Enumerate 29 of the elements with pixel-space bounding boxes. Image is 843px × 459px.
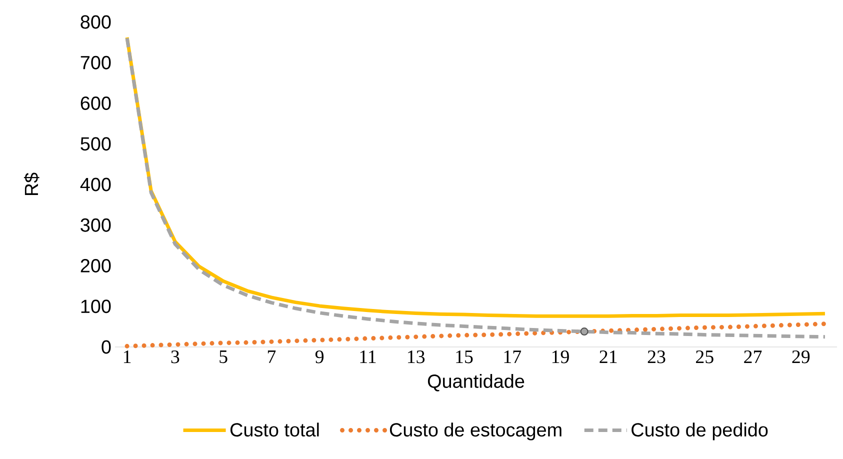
x-tick-label: 21	[600, 350, 617, 364]
x-tick-label: 5	[220, 350, 228, 364]
x-tick-label: 19	[552, 350, 569, 364]
x-tick-label: 27	[744, 350, 762, 364]
y-axis-title: R$	[24, 172, 40, 196]
legend-label: Custo de pedido	[632, 422, 768, 440]
x-tick-label: 17	[504, 350, 522, 363]
y-tick-label: 500	[80, 137, 111, 151]
x-tick-label: 7	[268, 350, 276, 363]
x-tick-label: 1	[124, 350, 131, 363]
x-axis-title: Quantidade	[428, 374, 524, 392]
legend-label: Custo total	[230, 422, 319, 437]
x-tick-label: 23	[648, 350, 666, 364]
y-tick-label: 600	[80, 96, 111, 110]
x-tick-label: 13	[408, 350, 425, 364]
x-tick-label: 15	[456, 350, 473, 364]
y-tick-label: 200	[80, 259, 111, 272]
y-tick-label: 0	[102, 340, 111, 354]
x-tick-label: 3	[171, 350, 180, 364]
y-tick-label: 700	[80, 56, 111, 70]
y-tick-label: 300	[80, 218, 111, 232]
y-tick-label: 800	[80, 15, 111, 29]
y-tick-label: 100	[81, 300, 111, 314]
x-tick-label: 25	[696, 350, 714, 364]
legend-label: Custo de estocagem	[390, 422, 562, 440]
y-tick-label: 400	[80, 178, 111, 192]
x-tick-label: 11	[360, 350, 376, 363]
x-tick-label: 9	[315, 350, 324, 364]
x-tick-label: 29	[792, 350, 810, 364]
